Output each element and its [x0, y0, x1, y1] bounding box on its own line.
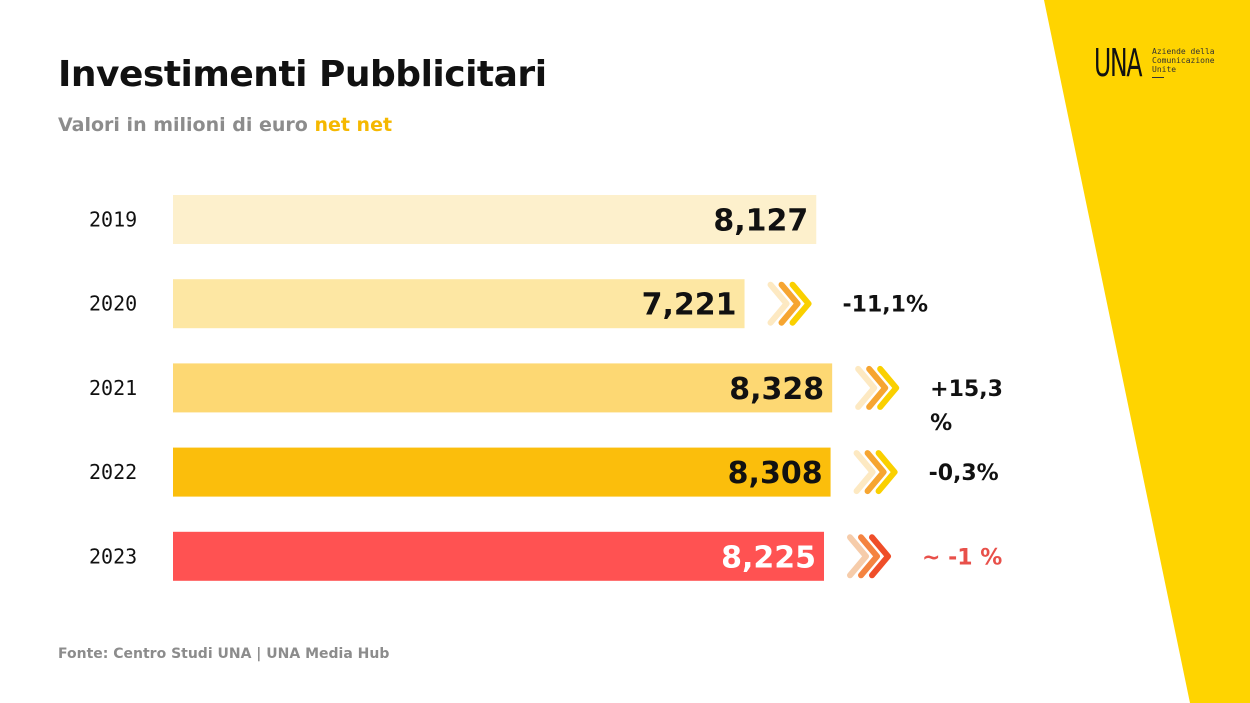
subtitle-highlight: net net — [314, 114, 393, 136]
chevron-icon-2020-3 — [789, 281, 812, 326]
logo-underline — [1152, 77, 1164, 78]
year-label-2022: 2022 — [89, 460, 137, 484]
year-label-2019: 2019 — [89, 208, 137, 232]
logo-mark: UNA — [1094, 41, 1143, 85]
chevron-icon-2023-1 — [847, 534, 870, 579]
year-label-2020: 2020 — [89, 292, 137, 316]
page-title: Investimenti Pubblicitari — [58, 54, 547, 95]
value-label-2022: 8,308 — [728, 456, 823, 491]
year-label-2021: 2021 — [89, 376, 137, 400]
chevron-icon-2020-2 — [778, 281, 801, 326]
logo-text: Aziende della Comunicazione Unite — [1152, 47, 1215, 74]
chevron-icon-2023-3 — [869, 534, 892, 579]
bar-2020 — [173, 279, 745, 329]
page-subtitle: Valori in milioni di euro net net — [58, 114, 392, 136]
change-label-2023: ~ -1 % — [922, 545, 1002, 570]
chevron-icon-2021-2 — [866, 365, 889, 410]
bar-2021 — [173, 363, 833, 413]
change-label-2022: -0,3% — [929, 461, 999, 486]
chevron-icon-2022-3 — [875, 450, 898, 495]
chevron-icon-2021-3 — [877, 365, 900, 410]
subtitle-text: Valori in milioni di euro — [58, 114, 315, 136]
bar-2022 — [173, 447, 831, 497]
chevron-icon-2023-2 — [858, 534, 881, 579]
change-label-2021-line2: % — [930, 411, 952, 436]
bar-2019 — [173, 195, 817, 244]
chevron-icon-2022-2 — [864, 450, 887, 495]
bar-2023 — [173, 531, 825, 581]
value-label-2021: 8,328 — [729, 372, 824, 407]
value-label-2020: 7,221 — [642, 288, 737, 323]
una-logo: UNA Aziende della Comunicazione Unite — [1094, 44, 1234, 104]
value-label-2023: 8,225 — [721, 540, 816, 575]
change-label-2021: +15,3 — [930, 377, 1003, 402]
chevron-icon-2022-1 — [853, 450, 876, 495]
chevron-icon-2020-1 — [767, 281, 790, 326]
change-label-2020: -11,1% — [843, 293, 928, 318]
value-label-2019: 8,127 — [713, 204, 808, 239]
year-label-2023: 2023 — [89, 544, 137, 568]
source-note: Fonte: Centro Studi UNA | UNA Media Hub — [58, 646, 390, 662]
chevron-icon-2021-1 — [855, 365, 878, 410]
